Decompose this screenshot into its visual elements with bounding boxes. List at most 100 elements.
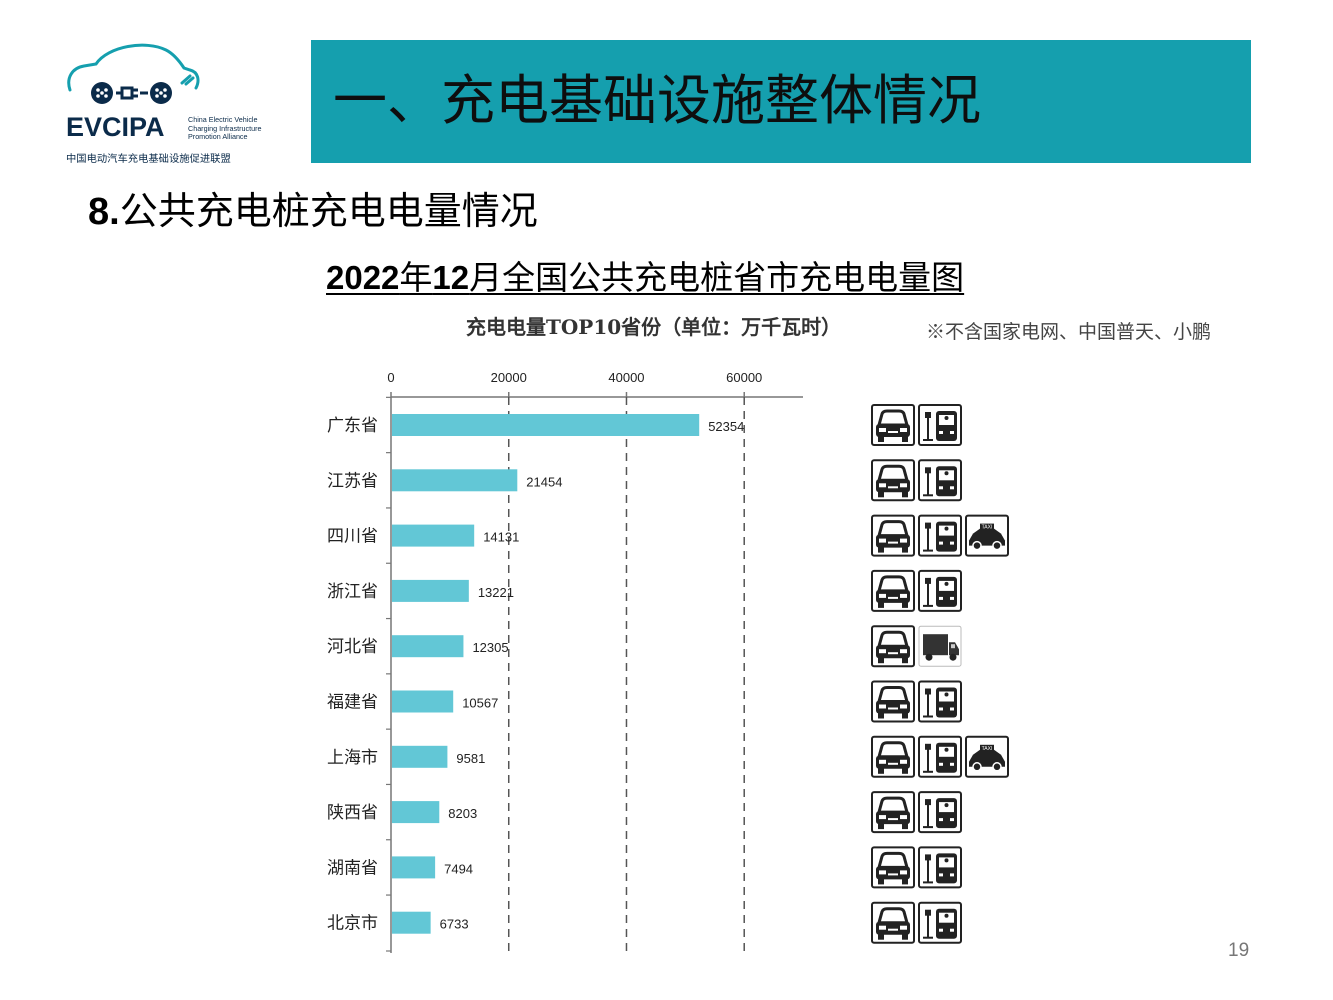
category-label: 上海市 — [327, 748, 378, 768]
car-wheel — [878, 712, 884, 719]
bus-icon — [918, 680, 962, 723]
car-wheel — [902, 712, 908, 719]
section-heading: 8.公共充电桩充电电量情况 — [88, 186, 538, 237]
bar — [392, 524, 475, 547]
category-label: 河北省 — [327, 637, 378, 657]
car-grille — [888, 431, 898, 433]
car-body — [876, 534, 910, 548]
value-label: 52354 — [708, 419, 744, 434]
car-wheel — [878, 491, 884, 498]
car-body — [876, 921, 910, 935]
bus-stop-base — [923, 715, 933, 718]
car-roof — [877, 851, 909, 869]
car-wheel — [878, 878, 884, 885]
bus-stop-sign — [925, 799, 931, 806]
bus-light — [950, 541, 954, 545]
car-light — [900, 815, 907, 820]
truck-wheel — [949, 653, 957, 661]
car-light — [900, 428, 907, 432]
car-roof — [877, 630, 909, 648]
car-icon — [871, 791, 915, 834]
page-number: 19 — [1228, 940, 1250, 961]
category-label: 广东省 — [327, 416, 378, 436]
value-label: 9581 — [456, 751, 485, 766]
bus-stop-sign — [925, 688, 931, 695]
car-body — [876, 479, 910, 493]
car-wheel — [902, 933, 908, 940]
bus-driver — [944, 416, 949, 420]
chart-title: 2022年12月全国公共充电桩省市充电电量图 — [326, 258, 965, 297]
bus-light — [939, 928, 943, 932]
car-roof — [877, 796, 909, 814]
bus-stop-base — [923, 494, 933, 497]
car-roof — [877, 907, 909, 925]
category-label: 江苏省 — [327, 471, 378, 491]
car-wheel — [878, 933, 884, 940]
taxi-wheel — [972, 540, 982, 551]
car-grille — [888, 486, 898, 489]
bus-light — [950, 762, 954, 766]
car-wheel — [902, 767, 908, 774]
car-wheel — [878, 436, 884, 442]
car-grille — [888, 541, 898, 544]
taxi-sign-text: TAXI — [982, 525, 993, 531]
car-roof — [877, 520, 909, 538]
bus-icon — [918, 569, 962, 612]
car-light — [900, 870, 907, 875]
car-wheel — [902, 546, 908, 553]
car-icon — [871, 569, 915, 612]
car-body — [876, 700, 910, 714]
car-plug-logo-icon — [67, 43, 200, 104]
bus-stop-base — [923, 549, 933, 552]
car-roof — [877, 409, 909, 427]
bus-driver — [944, 858, 949, 863]
car-light — [900, 593, 907, 598]
car-wheel — [902, 436, 908, 442]
bus-light — [950, 707, 954, 711]
value-label: 14131 — [483, 530, 519, 545]
car-grille — [888, 596, 898, 599]
value-label: 12305 — [472, 640, 508, 655]
car-icon — [871, 459, 915, 502]
exclusion-note: ※不含国家电网、中国普天、小鹏 — [926, 321, 1212, 343]
category-label: 四川省 — [327, 527, 378, 547]
bar — [392, 801, 440, 824]
car-grille — [888, 873, 898, 876]
car-roof — [877, 575, 909, 593]
car-body — [876, 811, 910, 825]
bus-stop-sign — [925, 743, 931, 750]
bus-light — [950, 928, 954, 932]
car-grille — [888, 707, 898, 710]
car-icon — [871, 901, 915, 944]
chart-subtitle: 充电电量TOP10省份（单位：万千瓦时） — [466, 315, 842, 339]
car-roof — [877, 464, 909, 482]
bus-stop-base — [923, 604, 933, 607]
bus-light — [950, 596, 954, 600]
car-light — [879, 759, 886, 764]
car-icon — [871, 680, 915, 723]
logo-english-name: China Electric Vehicle Charging Infrastr… — [188, 115, 262, 142]
bus-icon — [918, 791, 962, 834]
logo-chinese-name: 中国电动汽车充电基础设施促进联盟 — [66, 153, 231, 165]
car-light — [900, 483, 907, 488]
car-light — [879, 815, 886, 820]
bar — [392, 856, 436, 879]
category-label: 福建省 — [327, 693, 378, 713]
taxi-sign-text: TAXI — [982, 746, 993, 752]
category-label: 浙江省 — [327, 582, 378, 602]
car-wheel — [902, 601, 908, 608]
truck-wheel — [925, 653, 933, 661]
car-light — [879, 704, 886, 709]
bus-driver — [944, 526, 949, 531]
section-title: 公共充电桩充电电量情况 — [119, 189, 538, 233]
bus-icon — [918, 459, 962, 502]
car-wheel — [878, 767, 884, 774]
car-icon — [871, 514, 915, 557]
bus-stop-base — [923, 770, 933, 773]
car-body — [876, 866, 910, 880]
bus-stop-sign — [925, 909, 931, 916]
bar — [392, 745, 448, 768]
car-body — [876, 645, 910, 659]
car-light — [879, 483, 886, 488]
